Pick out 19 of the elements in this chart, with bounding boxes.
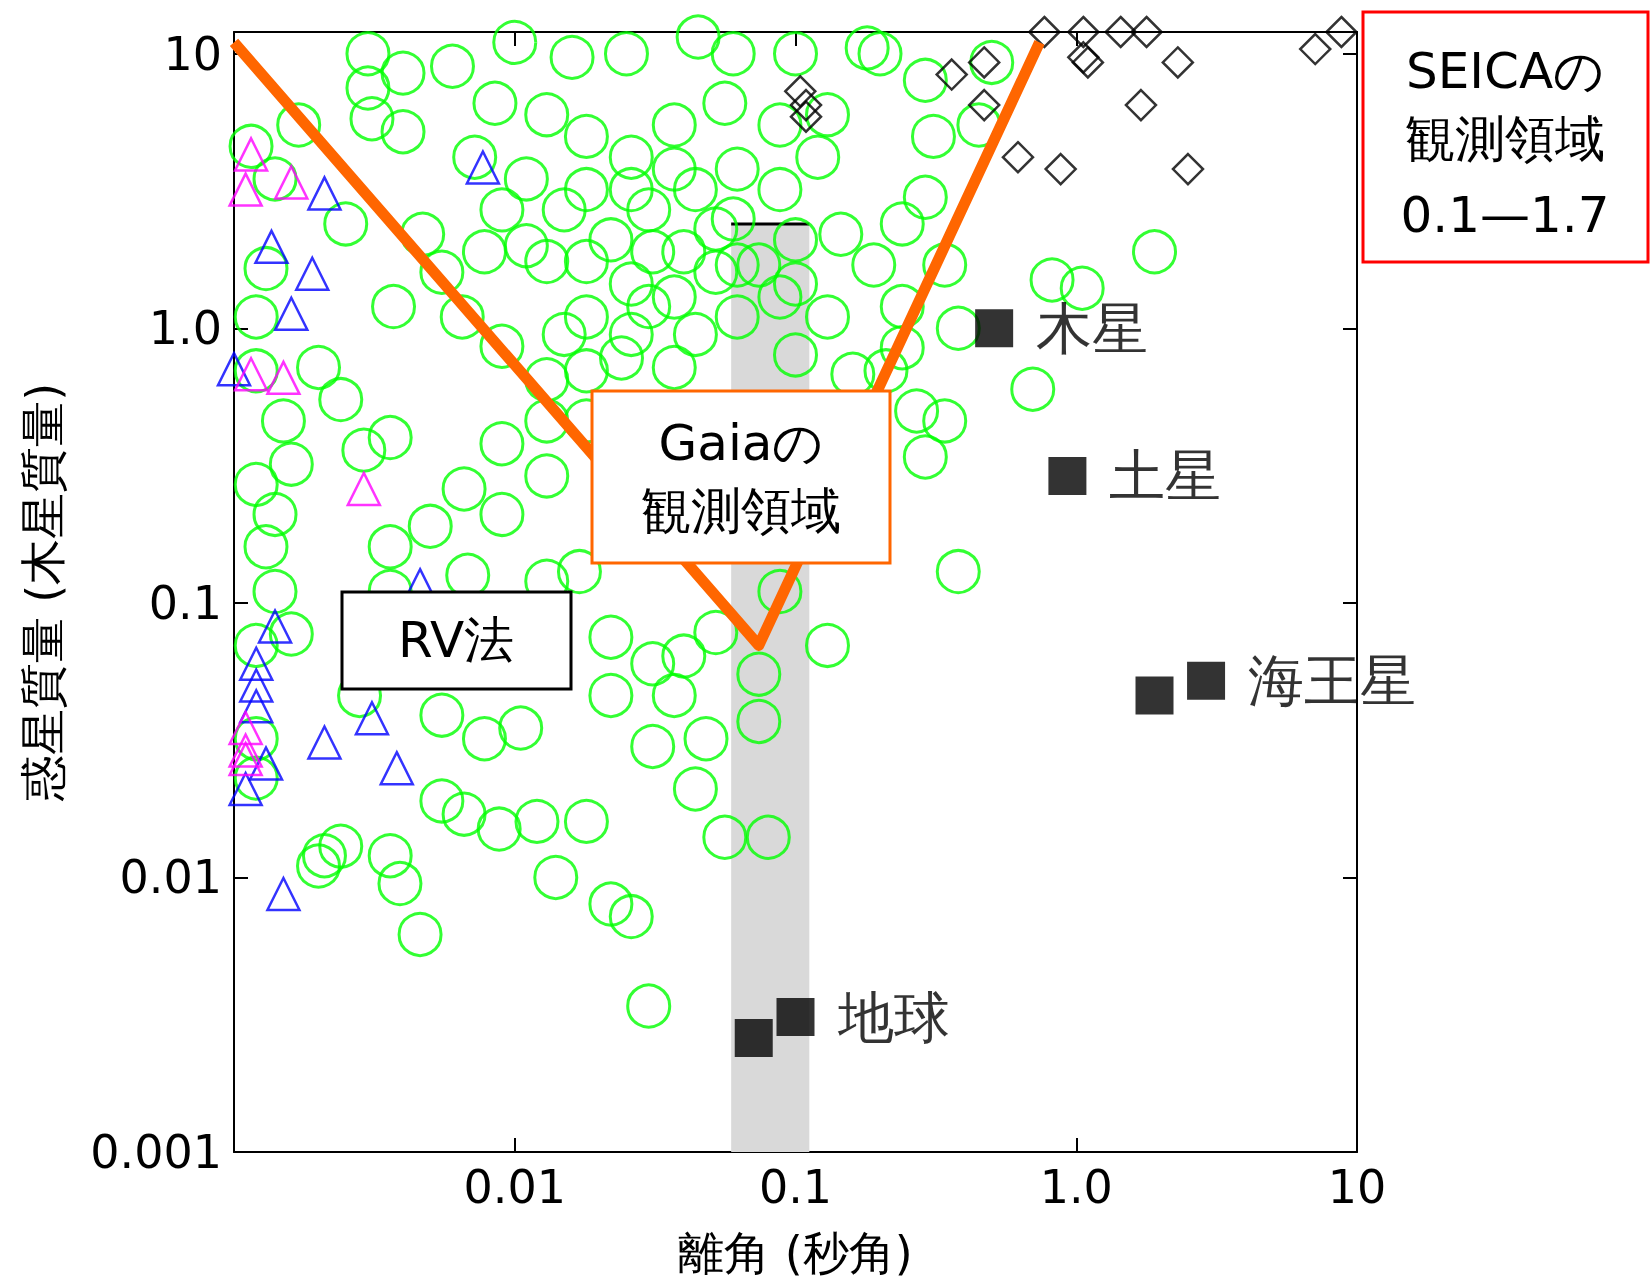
annotation: RV法 — [397, 611, 515, 669]
x-tick-label: 0.1 — [758, 1160, 833, 1214]
annotation: 土星 — [1109, 443, 1222, 509]
x-axis-title: 離角 (秒角) — [678, 1226, 913, 1280]
y-tick-label: 0.1 — [148, 575, 222, 630]
annotation: 海王星 — [1248, 648, 1417, 714]
annotation: 木星 — [1036, 295, 1149, 361]
text: SEICAの観測領域 — [1405, 42, 1605, 168]
x-tick-label: 0.01 — [463, 1160, 566, 1214]
text: 0.1—1.7 — [1400, 186, 1610, 244]
y-tick-label: 0.001 — [90, 1125, 222, 1179]
y-tick-label: 0.01 — [119, 850, 222, 905]
annotation: 地球 — [836, 984, 950, 1050]
y-tick-label: 10 — [163, 26, 222, 81]
x-tick-label: 1.0 — [1039, 1160, 1113, 1214]
y-axis-title: 惑星質量 (木星質量) — [16, 382, 70, 803]
y-tick-label: 1.0 — [148, 301, 222, 356]
x-tick-label: 10 — [1327, 1160, 1387, 1214]
annotation: Gaiaの観測領域 — [641, 414, 841, 540]
